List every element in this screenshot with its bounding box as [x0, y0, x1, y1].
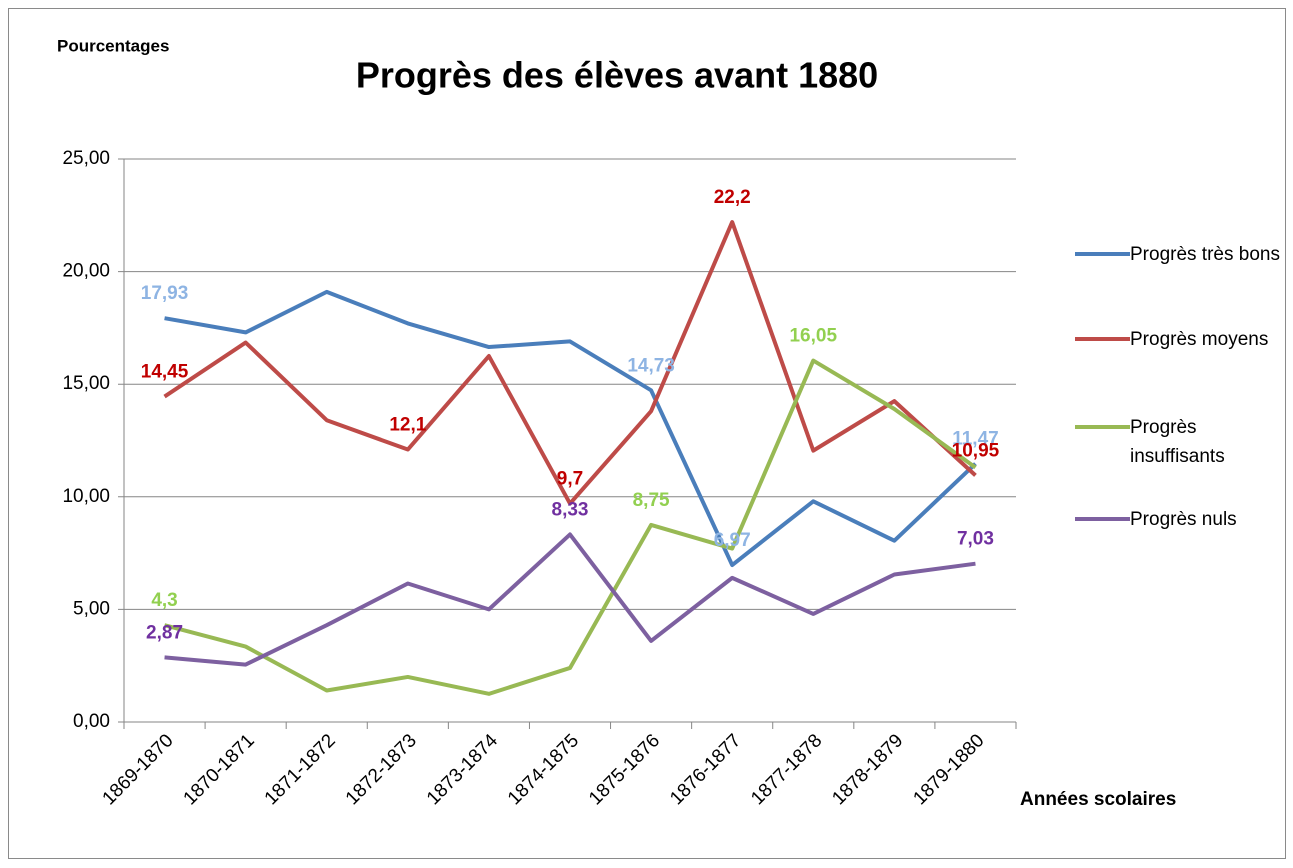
- legend-label: Progrès insuffisants: [1130, 417, 1225, 467]
- legend-label: Progrès moyens: [1130, 329, 1269, 350]
- chart-title: Progrès des élèves avant 1880: [356, 55, 878, 96]
- y-tick-label: 10,00: [62, 486, 110, 507]
- y-tick-label: 25,00: [62, 148, 110, 169]
- y-tick-label: 0,00: [73, 711, 110, 732]
- y-tick-label: 15,00: [62, 373, 110, 394]
- y-axis-label: Pourcentages: [57, 36, 169, 55]
- data-label: 10,95: [952, 440, 1000, 461]
- legend-label: Progrès très bons: [1130, 244, 1280, 265]
- data-label: 14,45: [141, 362, 189, 383]
- data-label: 16,05: [789, 326, 837, 347]
- data-label: 7,03: [957, 529, 994, 550]
- data-label: 6,97: [714, 530, 751, 551]
- legend-label: Progrès nuls: [1130, 509, 1237, 530]
- chart-border: [8, 8, 1286, 859]
- data-label: 17,93: [141, 283, 189, 304]
- series-line: [164, 289, 977, 568]
- data-label: 22,2: [714, 187, 751, 208]
- series-line: [164, 358, 977, 696]
- data-label: 12,1: [389, 415, 426, 436]
- data-label: 4,3: [151, 590, 177, 611]
- series-line: [164, 532, 976, 667]
- data-label: 9,7: [557, 469, 583, 490]
- data-label: 8,33: [552, 499, 589, 520]
- data-label: 8,75: [633, 490, 670, 511]
- data-label: 11,47: [952, 429, 999, 450]
- data-label: 2,87: [146, 622, 183, 643]
- data-label: 14,73: [627, 355, 675, 376]
- series-line: [163, 220, 977, 506]
- x-axis-label: Années scolaires: [1020, 789, 1176, 810]
- y-tick-label: 20,00: [62, 261, 110, 282]
- y-tick-label: 5,00: [73, 598, 110, 619]
